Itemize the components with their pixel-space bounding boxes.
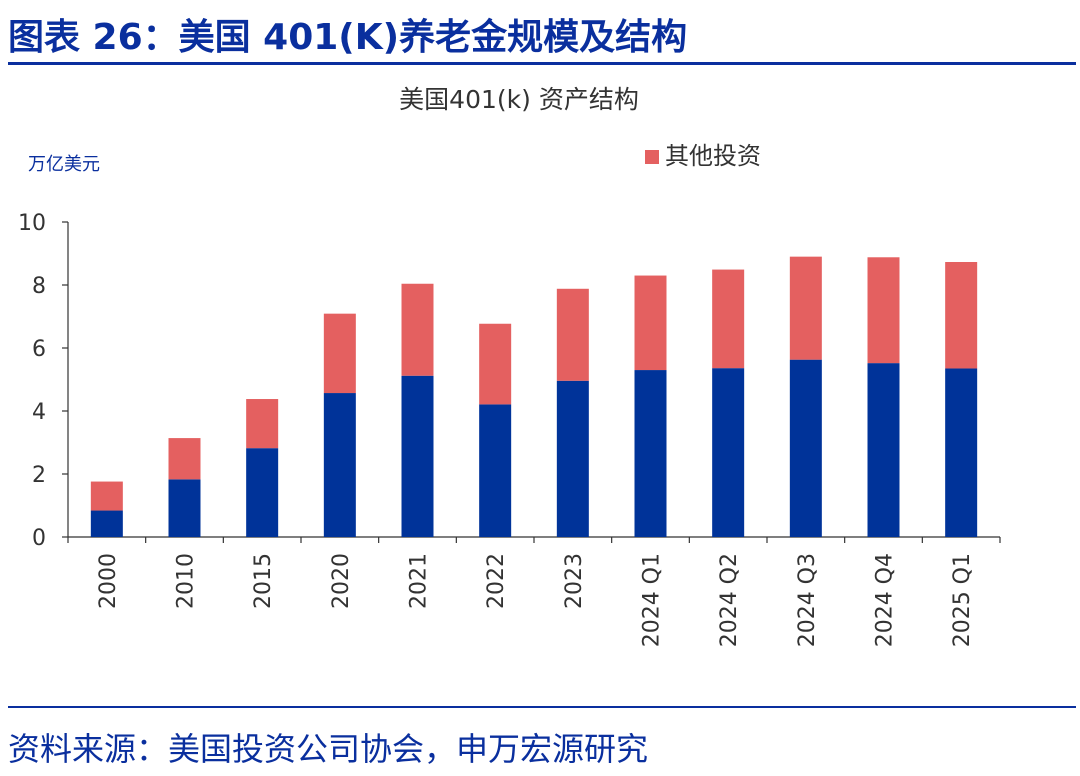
bar-segment-other xyxy=(634,275,667,371)
y-tick-label: 8 xyxy=(32,274,46,299)
x-tick-label: 2020 xyxy=(329,553,354,609)
bar-segment-base xyxy=(712,368,745,537)
legend: 其他投资 xyxy=(645,142,761,170)
bar-segment-other xyxy=(556,288,589,381)
x-tick-label: 2025 Q1 xyxy=(950,553,975,647)
x-tick-label: 2015 xyxy=(251,553,276,609)
source-rule xyxy=(8,706,1076,708)
bar-segment-base xyxy=(867,363,900,537)
y-tick-label: 0 xyxy=(32,526,46,551)
bar-segment-other xyxy=(789,256,822,360)
unit-label: 万亿美元 xyxy=(28,154,100,175)
x-tick-label: 2021 xyxy=(407,553,432,609)
bar-segment-other xyxy=(90,481,123,511)
x-tick-label: 2022 xyxy=(484,553,509,609)
legend-label: 其他投资 xyxy=(665,142,761,170)
bar-segment-base xyxy=(556,380,589,537)
bar-segment-other xyxy=(323,313,356,394)
legend-swatch xyxy=(645,150,659,164)
y-tick-label: 2 xyxy=(32,463,46,488)
y-axis: 0 2 4 6 8 10 xyxy=(18,211,69,551)
source-note: 资料来源：美国投资公司协会，申万宏源研究 xyxy=(8,730,649,768)
bar-segment-other xyxy=(945,262,978,369)
bar-segment-other xyxy=(246,399,279,449)
x-tick-label: 2023 xyxy=(562,553,587,609)
y-tick-label: 4 xyxy=(32,400,46,425)
bar-segment-base xyxy=(90,510,123,537)
bar-segment-base xyxy=(246,448,279,537)
title-rule xyxy=(8,62,1076,65)
bar-segment-other xyxy=(712,269,745,369)
chart-title: 美国401(k) 资产结构 xyxy=(399,85,639,114)
bar-segment-other xyxy=(168,438,201,480)
x-tick-label: 2024 Q2 xyxy=(717,553,742,647)
bar-segment-base xyxy=(168,479,201,537)
bar-segment-base xyxy=(634,370,667,537)
bar-segment-base xyxy=(323,393,356,537)
figure-title: 图表 26：美国 401(K)养老金规模及结构 xyxy=(8,17,688,58)
y-tick-label: 10 xyxy=(18,211,46,236)
bar-segment-base xyxy=(401,375,434,537)
bars xyxy=(90,256,978,537)
x-tick-label: 2024 Q4 xyxy=(873,553,898,647)
bar-segment-other xyxy=(401,283,434,376)
x-tick-label: 2024 Q3 xyxy=(795,553,820,647)
chart: 美国401(k) 资产结构 万亿美元 其他投资 0 2 4 6 8 10 2000 2010… xyxy=(18,85,1001,647)
bar-segment-base xyxy=(789,359,822,537)
bar-segment-base xyxy=(479,404,512,537)
bar-segment-other xyxy=(479,323,512,405)
x-tick-label: 2010 xyxy=(174,553,199,609)
x-tick-label: 2000 xyxy=(96,553,121,609)
bar-segment-base xyxy=(945,368,978,537)
y-tick-label: 6 xyxy=(32,337,46,362)
bar-segment-other xyxy=(867,257,900,364)
x-axis: 2000 2010 2015 2020 2021 2022 2023 2024 Q1 2024 … xyxy=(67,536,1001,647)
x-tick-label: 2024 Q1 xyxy=(640,553,665,647)
